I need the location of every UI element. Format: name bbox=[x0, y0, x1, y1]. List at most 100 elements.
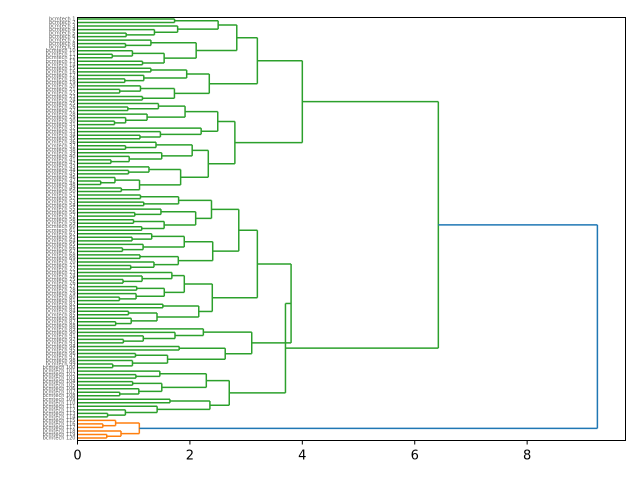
leaf-label: bcmtech 106 bbox=[43, 386, 76, 392]
leaf-label: bcmtech 110 bbox=[43, 400, 76, 406]
leaf-label: bcmtech 64 bbox=[46, 238, 76, 244]
leaf-label: bcmtech 19 bbox=[46, 80, 76, 86]
leaf-label: bcmtech 98 bbox=[46, 358, 76, 364]
leaf-label: bcmtech 61 bbox=[46, 228, 76, 234]
x-tick-label: 6 bbox=[411, 449, 419, 464]
leaf-label: bcmtech 80 bbox=[46, 295, 76, 301]
leaf-label: bcmtech 62 bbox=[46, 231, 76, 237]
leaf-label: bcmtech 46 bbox=[46, 175, 76, 181]
leaf-label: bcmtech 101 bbox=[43, 369, 76, 375]
x-tick-label: 0 bbox=[73, 449, 81, 464]
leaf-label: bcmtech 20 bbox=[46, 83, 76, 89]
leaf-label: bcmtech 15 bbox=[46, 66, 76, 72]
leaf-label: bcmtech 118 bbox=[43, 428, 76, 434]
leaf-label: bcmtech 58 bbox=[46, 217, 76, 223]
leaf-label: bcmtech 50 bbox=[46, 189, 76, 195]
leaf-label: bcmtech 4 bbox=[49, 27, 76, 33]
leaf-label: bcmtech 96 bbox=[46, 351, 76, 357]
leaf-label: bcmtech 99 bbox=[46, 362, 76, 368]
leaf-label: bcmtech 48 bbox=[46, 182, 76, 188]
leaf-label: bcmtech 32 bbox=[46, 126, 76, 132]
leaf-label: bcmtech 8 bbox=[49, 41, 76, 47]
leaf-label: bcmtech 108 bbox=[43, 393, 76, 399]
leaf-label: bcmtech 49 bbox=[46, 186, 76, 192]
leaf-label: bcmtech 38 bbox=[46, 147, 76, 153]
leaf-label: bcmtech 7 bbox=[49, 38, 76, 44]
leaf-label: bcmtech 55 bbox=[46, 207, 76, 213]
leaf-label: bcmtech 97 bbox=[46, 355, 76, 361]
leaf-label: bcmtech 37 bbox=[46, 143, 76, 149]
leaf-label: bcmtech 76 bbox=[46, 281, 76, 287]
leaf-label: bcmtech 45 bbox=[46, 171, 76, 177]
leaf-label: bcmtech 74 bbox=[46, 274, 76, 280]
leaf-label: bcmtech 6 bbox=[49, 34, 76, 40]
leaf-label: bcmtech 9 bbox=[49, 45, 76, 51]
leaf-label: bcmtech 42 bbox=[46, 161, 76, 167]
leaf-label: bcmtech 36 bbox=[46, 140, 76, 146]
leaf-label: bcmtech 75 bbox=[46, 277, 76, 283]
leaf-label: bcmtech 93 bbox=[46, 340, 76, 346]
leaf-label: bcmtech 29 bbox=[46, 115, 76, 121]
plot-frame bbox=[77, 17, 626, 441]
x-tick-label: 4 bbox=[298, 449, 306, 464]
leaf-label: bcmtech 44 bbox=[46, 168, 76, 174]
leaf-label: bcmtech 112 bbox=[43, 407, 76, 413]
leaf-label: bcmtech 14 bbox=[46, 62, 76, 68]
leaf-label: bcmtech 57 bbox=[46, 214, 76, 220]
leaf-label: bcmtech 31 bbox=[46, 122, 76, 128]
leaf-label: bcmtech 67 bbox=[46, 249, 76, 255]
leaf-label: bcmtech 16 bbox=[46, 69, 76, 75]
leaf-label: bcmtech 33 bbox=[46, 129, 76, 135]
leaf-label: bcmtech 92 bbox=[46, 337, 76, 343]
leaf-label: bcmtech 83 bbox=[46, 305, 76, 311]
leaf-label: bcmtech 12 bbox=[46, 55, 76, 61]
leaf-label: bcmtech 47 bbox=[46, 178, 76, 184]
leaf-label: bcmtech 113 bbox=[43, 411, 76, 417]
leaf-label: bcmtech 79 bbox=[46, 291, 76, 297]
leaf-label: bcmtech 116 bbox=[43, 421, 76, 427]
leaf-label: bcmtech 1 bbox=[49, 17, 76, 23]
leaf-label: bcmtech 2 bbox=[49, 20, 76, 26]
leaf-label: bcmtech 39 bbox=[46, 150, 76, 156]
leaf-label: bcmtech 28 bbox=[46, 112, 76, 118]
leaf-label: bcmtech 90 bbox=[46, 330, 76, 336]
leaf-label: bcmtech 100 bbox=[43, 365, 76, 371]
leaf-label: bcmtech 23 bbox=[46, 94, 76, 100]
leaf-label: bcmtech 17 bbox=[46, 73, 76, 79]
leaf-label: bcmtech 21 bbox=[46, 87, 76, 93]
leaf-label: bcmtech 73 bbox=[46, 270, 76, 276]
leaf-label: bcmtech 24 bbox=[46, 97, 76, 103]
leaf-label: bcmtech 22 bbox=[46, 90, 76, 96]
leaf-label: bcmtech 107 bbox=[43, 390, 76, 396]
leaf-label: bcmtech 40 bbox=[46, 154, 76, 160]
leaf-label: bcmtech 43 bbox=[46, 164, 76, 170]
leaf-label: bcmtech 86 bbox=[46, 316, 76, 322]
leaf-label: bcmtech 27 bbox=[46, 108, 76, 114]
leaf-label: bcmtech 104 bbox=[43, 379, 76, 385]
leaf-label: bcmtech 69 bbox=[46, 256, 76, 262]
leaf-label: bcmtech 81 bbox=[46, 298, 76, 304]
x-tick-label: 2 bbox=[186, 449, 194, 464]
leaf-label: bcmtech 72 bbox=[46, 266, 76, 272]
leaf-label: bcmtech 115 bbox=[43, 418, 76, 424]
leaf-label: bcmtech 26 bbox=[46, 105, 76, 111]
leaf-label: bcmtech 54 bbox=[46, 203, 76, 209]
leaf-label: bcmtech 82 bbox=[46, 302, 76, 308]
leaf-label: bcmtech 51 bbox=[46, 193, 76, 199]
leaf-label: bcmtech 3 bbox=[49, 24, 76, 30]
leaf-label: bcmtech 25 bbox=[46, 101, 76, 107]
leaf-label: bcmtech 70 bbox=[46, 259, 76, 265]
leaf-label: bcmtech 102 bbox=[43, 372, 76, 378]
leaf-label: bcmtech 77 bbox=[46, 284, 76, 290]
leaf-label: bcmtech 88 bbox=[46, 323, 76, 329]
leaf-label: bcmtech 114 bbox=[43, 414, 76, 420]
leaf-label: bcmtech 35 bbox=[46, 136, 76, 142]
leaf-label: bcmtech 59 bbox=[46, 221, 76, 227]
leaf-label: bcmtech 120 bbox=[43, 436, 76, 442]
leaf-label: bcmtech 87 bbox=[46, 319, 76, 325]
leaf-label: bcmtech 71 bbox=[46, 263, 76, 269]
dendrogram-links bbox=[77, 18, 599, 439]
leaf-label: bcmtech 105 bbox=[43, 383, 76, 389]
